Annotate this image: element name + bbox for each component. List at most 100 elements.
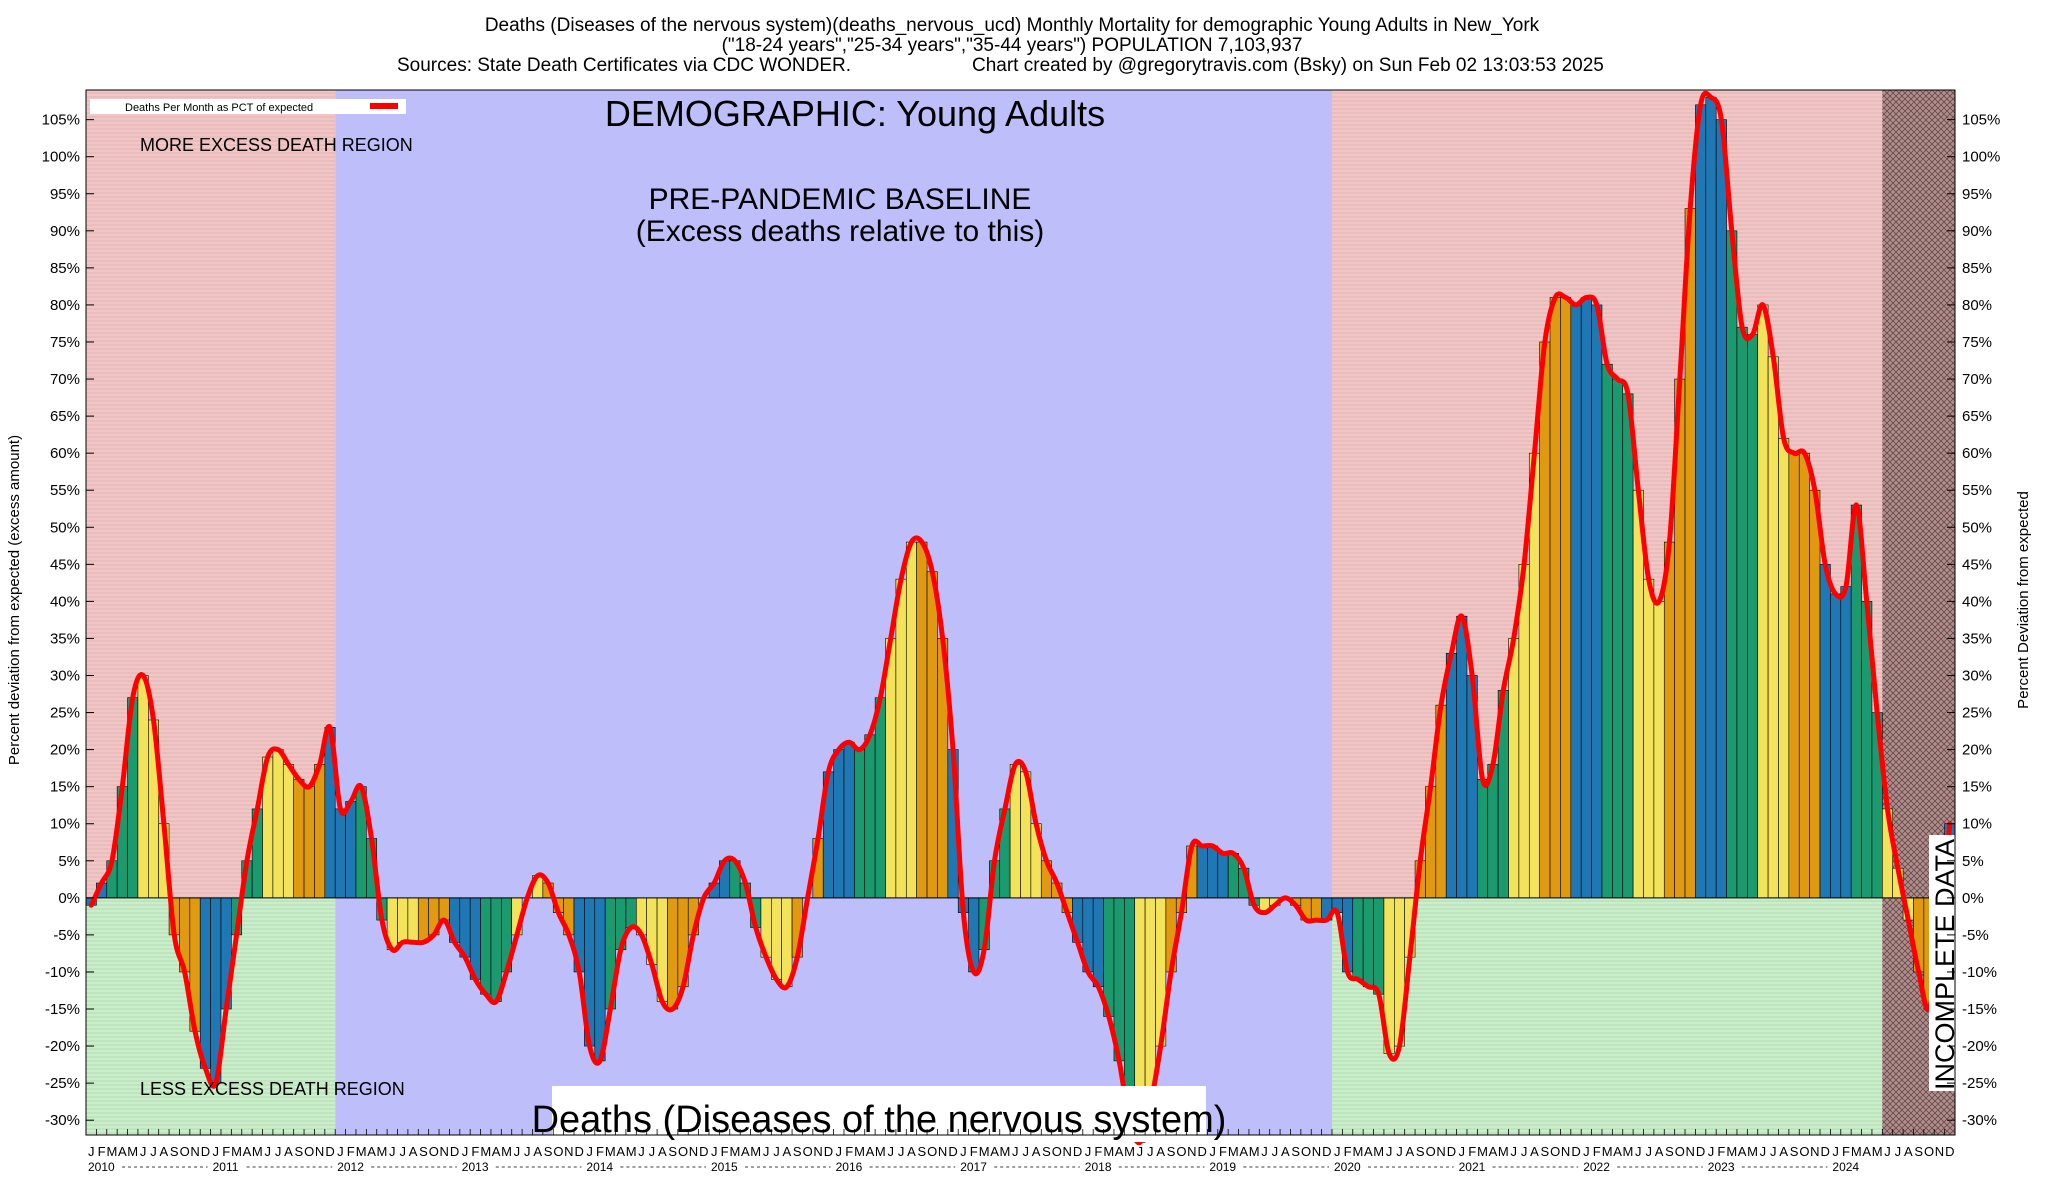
month-label: M (1602, 1144, 1613, 1159)
month-label: M (480, 1144, 491, 1159)
bar (854, 749, 866, 899)
month-label: D (1198, 1144, 1207, 1159)
y-tick-label: 100% (42, 149, 80, 166)
bar (1622, 393, 1634, 899)
y-tick-label: 10% (1962, 816, 1992, 833)
month-label: A (990, 1144, 999, 1159)
bar (1456, 615, 1468, 899)
month-label: A (1032, 1144, 1041, 1159)
chart-source: Sources: State Death Certificates via CD… (397, 55, 851, 76)
month-label: J (389, 1144, 396, 1159)
month-label: J (275, 1144, 282, 1159)
month-label: A (160, 1144, 169, 1159)
month-label: J (898, 1144, 905, 1159)
month-label: A (1613, 1144, 1622, 1159)
bar (916, 541, 928, 899)
bar (1207, 845, 1219, 899)
month-label: A (741, 1144, 750, 1159)
month-label: A (1489, 1144, 1498, 1159)
month-label: D (948, 1144, 957, 1159)
month-label: A (1364, 1144, 1373, 1159)
month-label: F (1842, 1144, 1850, 1159)
y-tick-label: -30% (1962, 1112, 1997, 1129)
y-tick-label: 60% (50, 445, 80, 462)
month-label: A (907, 1144, 916, 1159)
month-label: M (1124, 1144, 1135, 1159)
y-axis-label-left: Percent deviation from expected (excess … (6, 435, 23, 765)
y-tick-label: 85% (50, 260, 80, 277)
year-label: 2011 (213, 1160, 239, 1174)
y-tick-label: 55% (1962, 482, 1992, 499)
month-label: D (824, 1144, 833, 1159)
year-label: 2018 (1085, 1160, 1112, 1174)
month-label: J (711, 1144, 718, 1159)
bar (895, 578, 907, 899)
baseline-label: PRE-PANDEMIC BASELINE (649, 183, 1032, 216)
bar (1508, 638, 1520, 899)
y-tick-label: 15% (1962, 779, 1992, 796)
month-label: S (1665, 1144, 1674, 1159)
month-label: J (337, 1144, 344, 1159)
bar (905, 541, 917, 899)
y-tick-label: 5% (1962, 853, 1984, 870)
y-tick-label: 20% (50, 742, 80, 759)
y-tick-label: 90% (50, 223, 80, 240)
month-label: F (1593, 1144, 1601, 1159)
month-label: N (564, 1144, 573, 1159)
y-tick-label: 25% (1962, 705, 1992, 722)
month-label: A (1904, 1144, 1913, 1159)
month-label: D (450, 1144, 459, 1159)
month-label: S (1291, 1144, 1300, 1159)
bar (1736, 326, 1748, 899)
month-label: M (730, 1144, 741, 1159)
month-label: N (938, 1144, 947, 1159)
month-label: O (1675, 1144, 1685, 1159)
month-label: J (1708, 1144, 1715, 1159)
month-label: M (626, 1144, 637, 1159)
year-label: 2023 (1708, 1160, 1735, 1174)
y-tick-label: -20% (1962, 1038, 1997, 1055)
month-label: S (295, 1144, 304, 1159)
month-label: S (1790, 1144, 1799, 1159)
month-label: S (1914, 1144, 1923, 1159)
bar (1196, 845, 1208, 899)
year-label: 2021 (1459, 1160, 1486, 1174)
year-label: 2022 (1583, 1160, 1610, 1174)
bar (1695, 104, 1707, 899)
bar (1310, 897, 1322, 921)
year-label: 2014 (586, 1160, 613, 1174)
month-label: M (1623, 1144, 1634, 1159)
month-label: M (127, 1144, 138, 1159)
month-label: A (1239, 1144, 1248, 1159)
bar (1632, 489, 1644, 899)
month-label: F (845, 1144, 853, 1159)
month-label: F (347, 1144, 355, 1159)
month-label: A (1779, 1144, 1788, 1159)
y-tick-label: -5% (53, 927, 80, 944)
month-label: A (783, 1144, 792, 1159)
bar (1560, 297, 1572, 899)
month-label: O (678, 1144, 688, 1159)
month-label: O (553, 1144, 563, 1159)
month-label: F (1094, 1144, 1102, 1159)
month-label: M (605, 1144, 616, 1159)
y-tick-label: -20% (45, 1038, 80, 1055)
month-label: D (1821, 1144, 1830, 1159)
month-label: N (1935, 1144, 1944, 1159)
year-label: 2017 (960, 1160, 987, 1174)
month-label: J (1012, 1144, 1019, 1159)
month-label: D (1322, 1144, 1331, 1159)
bar (1549, 297, 1561, 899)
y-axis-label-right: Percent Deviation from expected (2015, 491, 2032, 709)
y-tick-label: 55% (50, 482, 80, 499)
month-label: J (763, 1144, 770, 1159)
month-label: A (1406, 1144, 1415, 1159)
month-label: S (918, 1144, 927, 1159)
less-excess-label: LESS EXCESS DEATH REGION (140, 1079, 405, 1099)
y-tick-label: 5% (58, 853, 80, 870)
month-label: A (409, 1144, 418, 1159)
month-label: J (649, 1144, 656, 1159)
legend-label: Deaths Per Month as PCT of expected (125, 102, 313, 114)
bar (1612, 378, 1624, 899)
bar (1539, 341, 1551, 899)
